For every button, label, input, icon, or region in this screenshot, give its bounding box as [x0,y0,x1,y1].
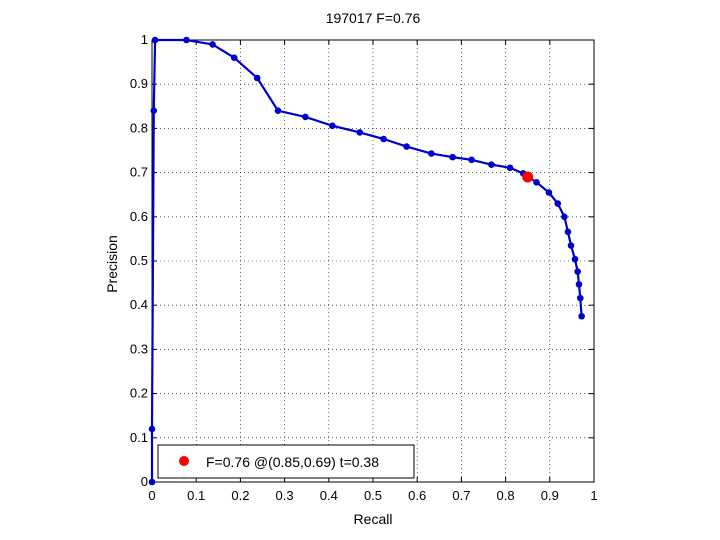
pr-curve-point [561,213,568,221]
pr-curve-point [488,161,495,168]
y-tick-label: 0.9 [130,76,148,91]
pr-curve-point [468,156,475,164]
pr-curve-point [545,189,553,196]
legend-label: F=0.76 @(0.85,0.69) t=0.38 [206,454,379,470]
x-tick-label: 0.4 [320,488,338,503]
pr-curve-point [183,36,190,44]
y-tick-label: 0.8 [130,120,148,135]
y-tick-label: 0 [141,474,148,489]
tick-layer: 0 0.1 0.2 0.3 0.4 0.5 0.6 0.7 0.8 0.9 1 0 0.1 0.2 0.3 0… [130,32,598,503]
pr-curve-point [506,164,514,172]
pr-curve-point [329,122,336,130]
pr-curve-point [302,113,309,121]
y-tick-label: 0.1 [130,430,148,445]
pr-curve-point [209,41,216,48]
pr-curve-point [571,255,579,263]
x-axis-label: Recall [354,511,393,527]
highlight-layer [522,171,534,183]
pr-curve-point [230,54,238,61]
y-tick-label: 0.6 [130,209,148,224]
y-tick-label: 1 [141,32,148,47]
pr-curve-point [148,425,156,433]
y-tick-label: 0.7 [130,165,148,180]
pr-curve-point [150,107,158,115]
chart-title: 197017 F=0.76 [326,10,421,26]
x-tick-label: 0.6 [408,488,426,503]
pr-curve-point [428,150,435,157]
pr-curve-point [403,143,410,150]
y-tick-label: 0.2 [130,386,148,401]
legend-box [157,444,415,479]
pr-curve-point [533,179,540,186]
x-tick-label: 0.3 [276,488,294,503]
pr-curve-point [148,478,156,486]
legend-marker [179,456,189,466]
x-tick-label: 0.8 [497,488,515,503]
x-tick-label: 0.5 [364,488,382,503]
pr-curve-point [576,294,584,302]
x-tick-label: 0.1 [187,488,205,503]
pr-curve-point [564,228,572,236]
pr-curve-point [356,129,364,136]
best-f-point [522,171,534,183]
x-tick-label: 0.7 [452,488,470,503]
x-tick-label: 0.2 [231,488,249,503]
pr-curve-point [575,281,583,288]
y-tick-label: 0.5 [130,253,148,268]
x-tick-label: 0 [148,488,155,503]
legend: F=0.76 @(0.85,0.69) t=0.38 [157,444,415,479]
pr-curve-point [578,312,585,320]
pr-curve-point [274,107,282,115]
pr-curve-point [554,200,562,207]
series-layer [148,36,585,486]
pr-curve-point [253,74,261,82]
x-tick-label: 0.9 [541,488,559,503]
x-tick-label: 1 [590,488,597,503]
pr-curve-point [567,242,575,249]
pr-curve-point [380,135,387,143]
y-axis-label: Precision [104,235,120,293]
y-tick-label: 0.3 [130,341,148,356]
pr-curve-point [574,268,581,275]
pr-curve-point [449,153,456,161]
pr-curve-point [151,36,159,44]
y-tick-label: 0.4 [130,297,148,312]
